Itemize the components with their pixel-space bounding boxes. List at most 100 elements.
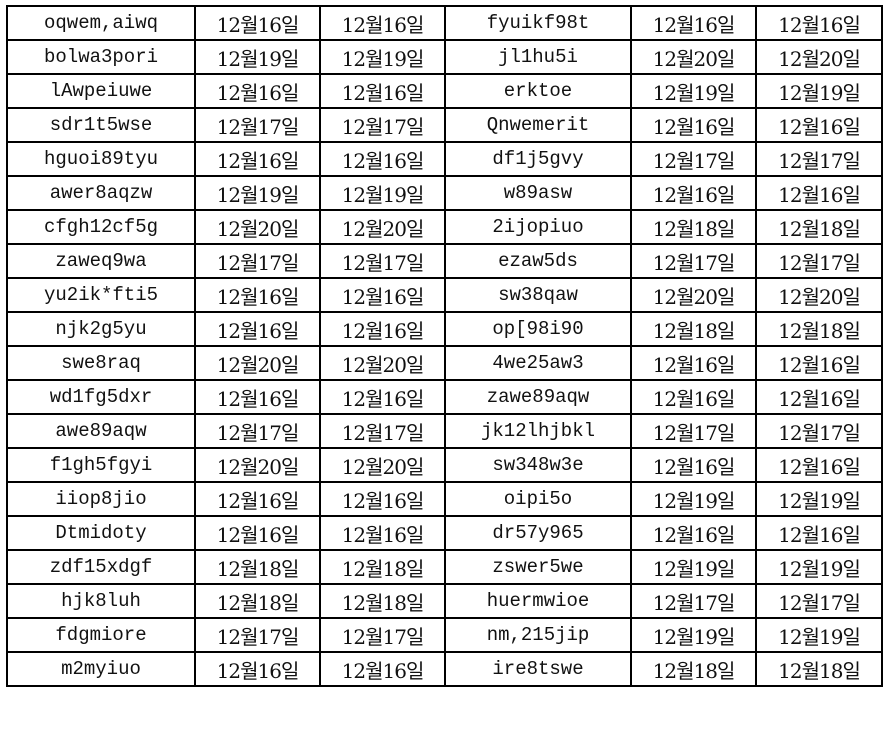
cell-code-col4[interactable]: df1j5gvy [444,141,632,177]
cell-code-col4[interactable]: op[98i90 [444,311,632,347]
cell-date-col5[interactable]: 12월18일 [630,209,757,245]
cell-code-col1[interactable]: njk2g5yu [6,311,196,347]
cell-code-col4[interactable]: fyuikf98t [444,5,632,41]
cell-code-col1[interactable]: hjk8luh [6,583,196,619]
cell-date-col2[interactable]: 12월20일 [194,209,321,245]
cell-date-col2[interactable]: 12월16일 [194,311,321,347]
cell-date-col6[interactable]: 12월19일 [755,617,883,653]
cell-date-col3[interactable]: 12월17일 [319,107,446,143]
cell-code-col4[interactable]: jk12lhjbkl [444,413,632,449]
cell-date-col2[interactable]: 12월16일 [194,277,321,313]
cell-date-col5[interactable]: 12월16일 [630,447,757,483]
cell-date-col3[interactable]: 12월20일 [319,209,446,245]
cell-code-col1[interactable]: yu2ik*fti5 [6,277,196,313]
cell-date-col2[interactable]: 12월17일 [194,107,321,143]
cell-code-col1[interactable]: Dtmidoty [6,515,196,551]
cell-date-col5[interactable]: 12월18일 [630,651,757,687]
cell-date-col3[interactable]: 12월16일 [319,515,446,551]
cell-date-col2[interactable]: 12월16일 [194,515,321,551]
cell-date-col3[interactable]: 12월20일 [319,345,446,381]
cell-date-col2[interactable]: 12월18일 [194,583,321,619]
cell-date-col6[interactable]: 12월16일 [755,447,883,483]
cell-date-col3[interactable]: 12월18일 [319,583,446,619]
cell-date-col2[interactable]: 12월16일 [194,5,321,41]
cell-date-col6[interactable]: 12월18일 [755,311,883,347]
cell-code-col4[interactable]: Qnwemerit [444,107,632,143]
cell-date-col5[interactable]: 12월16일 [630,5,757,41]
cell-date-col5[interactable]: 12월20일 [630,39,757,75]
cell-code-col4[interactable]: ezaw5ds [444,243,632,279]
cell-date-col2[interactable]: 12월16일 [194,73,321,109]
cell-date-col6[interactable]: 12월16일 [755,345,883,381]
cell-code-col4[interactable]: zawe89aqw [444,379,632,415]
cell-date-col2[interactable]: 12월20일 [194,447,321,483]
cell-code-col1[interactable]: lAwpeiuwe [6,73,196,109]
cell-date-col3[interactable]: 12월19일 [319,39,446,75]
cell-date-col6[interactable]: 12월17일 [755,243,883,279]
cell-date-col6[interactable]: 12월18일 [755,209,883,245]
cell-date-col6[interactable]: 12월19일 [755,73,883,109]
cell-code-col4[interactable]: oipi5o [444,481,632,517]
cell-date-col5[interactable]: 12월20일 [630,277,757,313]
cell-date-col6[interactable]: 12월16일 [755,5,883,41]
cell-date-col3[interactable]: 12월16일 [319,5,446,41]
cell-date-col5[interactable]: 12월18일 [630,311,757,347]
cell-code-col1[interactable]: zaweq9wa [6,243,196,279]
cell-date-col6[interactable]: 12월16일 [755,175,883,211]
cell-date-col5[interactable]: 12월16일 [630,107,757,143]
cell-code-col1[interactable]: fdgmiore [6,617,196,653]
cell-date-col2[interactable]: 12월19일 [194,39,321,75]
cell-code-col4[interactable]: 2ijopiuo [444,209,632,245]
cell-date-col3[interactable]: 12월16일 [319,73,446,109]
cell-date-col5[interactable]: 12월17일 [630,583,757,619]
cell-date-col2[interactable]: 12월19일 [194,175,321,211]
cell-date-col5[interactable]: 12월16일 [630,175,757,211]
cell-code-col1[interactable]: hguoi89tyu [6,141,196,177]
cell-code-col1[interactable]: iiop8jio [6,481,196,517]
cell-date-col5[interactable]: 12월17일 [630,141,757,177]
cell-date-col6[interactable]: 12월17일 [755,413,883,449]
cell-code-col4[interactable]: jl1hu5i [444,39,632,75]
cell-date-col3[interactable]: 12월16일 [319,311,446,347]
cell-code-col4[interactable]: ire8tswe [444,651,632,687]
cell-date-col6[interactable]: 12월19일 [755,481,883,517]
cell-date-col3[interactable]: 12월16일 [319,379,446,415]
cell-date-col3[interactable]: 12월20일 [319,447,446,483]
cell-code-col1[interactable]: cfgh12cf5g [6,209,196,245]
cell-date-col2[interactable]: 12월20일 [194,345,321,381]
cell-code-col1[interactable]: awer8aqzw [6,175,196,211]
cell-date-col2[interactable]: 12월17일 [194,617,321,653]
cell-date-col6[interactable]: 12월17일 [755,141,883,177]
cell-code-col1[interactable]: swe8raq [6,345,196,381]
cell-date-col2[interactable]: 12월16일 [194,481,321,517]
cell-date-col5[interactable]: 12월19일 [630,481,757,517]
cell-code-col4[interactable]: zswer5we [444,549,632,585]
cell-code-col4[interactable]: erktoe [444,73,632,109]
cell-code-col4[interactable]: nm,215jip [444,617,632,653]
cell-code-col4[interactable]: sw348w3e [444,447,632,483]
cell-date-col5[interactable]: 12월16일 [630,379,757,415]
cell-date-col3[interactable]: 12월17일 [319,413,446,449]
cell-code-col4[interactable]: 4we25aw3 [444,345,632,381]
cell-date-col5[interactable]: 12월19일 [630,549,757,585]
cell-date-col3[interactable]: 12월16일 [319,141,446,177]
cell-date-col6[interactable]: 12월18일 [755,651,883,687]
cell-date-col5[interactable]: 12월17일 [630,243,757,279]
cell-code-col1[interactable]: wd1fg5dxr [6,379,196,415]
cell-date-col6[interactable]: 12월19일 [755,549,883,585]
cell-date-col3[interactable]: 12월16일 [319,277,446,313]
cell-date-col2[interactable]: 12월18일 [194,549,321,585]
cell-date-col2[interactable]: 12월17일 [194,413,321,449]
cell-date-col6[interactable]: 12월17일 [755,583,883,619]
cell-code-col4[interactable]: dr57y965 [444,515,632,551]
cell-code-col1[interactable]: zdf15xdgf [6,549,196,585]
cell-date-col5[interactable]: 12월17일 [630,413,757,449]
cell-date-col6[interactable]: 12월20일 [755,39,883,75]
cell-code-col1[interactable]: bolwa3pori [6,39,196,75]
cell-code-col1[interactable]: f1gh5fgyi [6,447,196,483]
cell-date-col2[interactable]: 12월16일 [194,379,321,415]
cell-date-col5[interactable]: 12월16일 [630,345,757,381]
cell-code-col4[interactable]: w89asw [444,175,632,211]
cell-date-col5[interactable]: 12월19일 [630,617,757,653]
cell-date-col3[interactable]: 12월18일 [319,549,446,585]
